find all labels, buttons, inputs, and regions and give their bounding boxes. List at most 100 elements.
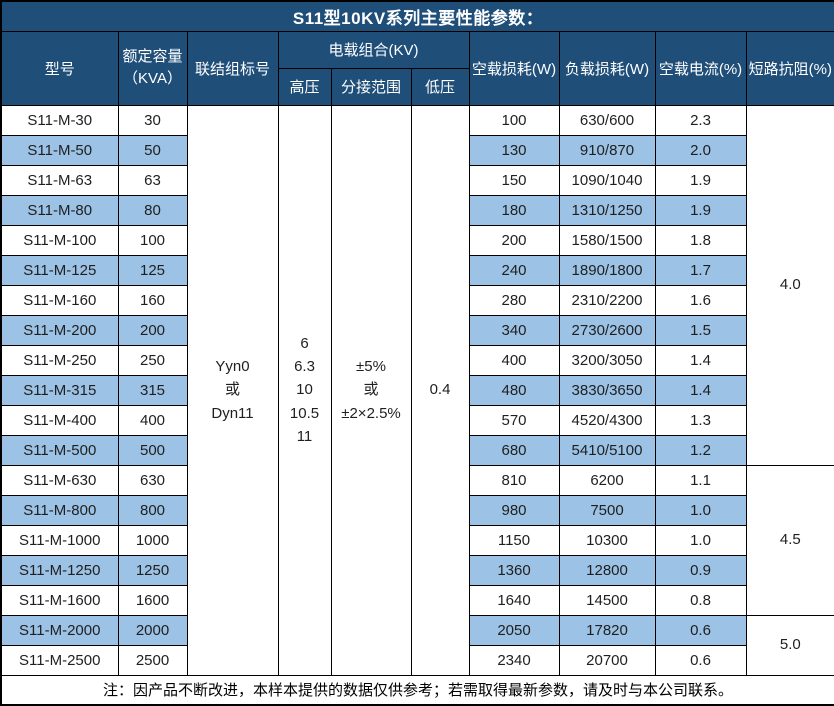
cell-no-load-loss: 1150 [468, 524, 560, 556]
cell-model: S11-M-1600 [0, 584, 119, 616]
cell-model: S11-M-250 [0, 344, 119, 376]
table-body: S11-M-30 30 Yyn0 或 Dyn11 6 6.3 10 10.5 11 ±5… [0, 104, 834, 676]
cell-no-load-current: 1.6 [654, 284, 747, 316]
cell-model: S11-M-400 [0, 404, 119, 436]
cell-no-load-current: 1.1 [654, 464, 747, 496]
cell-capacity: 400 [117, 404, 188, 436]
cell-no-load-current: 2.0 [654, 134, 747, 166]
header-row-2: 高压 分接范围 低压 [1, 67, 834, 106]
cell-load-loss: 5410/5100 [558, 434, 656, 466]
cell-no-load-current: 1.5 [654, 314, 747, 346]
cell-model: S11-M-1250 [0, 554, 119, 586]
cell-model: S11-M-800 [0, 494, 119, 526]
note-row: 注：因产品不断改进，本样本提供的数据仅供参考；若需取得最新参数，请及时与本公司联… [0, 674, 834, 706]
cell-capacity: 800 [117, 494, 188, 526]
cell-capacity: 630 [117, 464, 188, 496]
cell-model: S11-M-2000 [0, 614, 119, 646]
table-row: S11-M-30 30 Yyn0 或 Dyn11 6 6.3 10 10.5 11 ±5… [0, 104, 834, 676]
cell-load-loss: 910/870 [558, 134, 656, 166]
table-row: S11-M-800 800 980 7500 1.0 [0, 494, 834, 526]
col-header-connection: 联结组标号 [186, 30, 279, 106]
cell-model: S11-M-630 [0, 464, 119, 496]
cell-load-loss: 20700 [558, 644, 656, 676]
col-header-hv: 高压 [277, 67, 332, 106]
cell-model: S11-M-500 [0, 434, 119, 466]
cell-load-loss: 10300 [558, 524, 656, 556]
col-header-capacity: 额定容量 （KVA） [117, 30, 188, 106]
cell-load-loss: 17820 [558, 614, 656, 646]
cell-load-loss: 2310/2200 [558, 284, 656, 316]
cell-no-load-current: 0.9 [654, 554, 747, 586]
cell-no-load-current: 1.0 [654, 494, 747, 526]
cell-capacity: 30 [117, 104, 188, 136]
cell-load-loss: 630/600 [558, 104, 656, 136]
cell-no-load-loss: 810 [468, 464, 560, 496]
table-row: S11-M-500 500 680 5410/5100 1.2 [0, 434, 834, 466]
cell-model: S11-M-315 [0, 374, 119, 406]
cell-load-loss: 1580/1500 [558, 224, 656, 256]
cell-capacity: 250 [117, 344, 188, 376]
cell-capacity: 160 [117, 284, 188, 316]
impedance-cell: 5.0 [745, 614, 834, 676]
cell-load-loss: 14500 [558, 584, 656, 616]
table-row: S11-M-1600 1600 1640 14500 0.8 [0, 584, 834, 616]
cell-no-load-loss: 200 [468, 224, 560, 256]
table-row: S11-M-315 315 480 3830/3650 1.4 [0, 374, 834, 406]
cell-load-loss: 7500 [558, 494, 656, 526]
cell-no-load-loss: 1640 [468, 584, 560, 616]
col-header-impedance: 短路抗阻(%) [745, 30, 834, 106]
cell-model: S11-M-63 [0, 164, 119, 196]
table-row: S11-M-1250 1250 1360 12800 0.9 [0, 554, 834, 586]
table-row: S11-M-80 80 180 1310/1250 1.9 [0, 194, 834, 226]
table-row: S11-M-50 50 130 910/870 2.0 [0, 134, 834, 166]
cell-no-load-loss: 480 [468, 374, 560, 406]
cell-no-load-current: 0.8 [654, 584, 747, 616]
cell-no-load-loss: 340 [468, 314, 560, 346]
cell-no-load-current: 1.0 [654, 524, 747, 556]
lv-cell: 0.4 [410, 104, 470, 676]
cell-no-load-loss: 1360 [468, 554, 560, 586]
cell-load-loss: 3200/3050 [558, 344, 656, 376]
cell-load-loss: 3830/3650 [558, 374, 656, 406]
cell-capacity: 1000 [117, 524, 188, 556]
cell-capacity: 2000 [117, 614, 188, 646]
col-header-tap-range: 分接范围 [330, 67, 412, 106]
cell-capacity: 315 [117, 374, 188, 406]
cell-capacity: 2500 [117, 644, 188, 676]
cell-no-load-current: 1.9 [654, 194, 747, 226]
cell-model: S11-M-200 [0, 314, 119, 346]
table-row: S11-M-630 630 810 6200 1.1 4.5 [0, 464, 834, 616]
cell-model: S11-M-30 [0, 104, 119, 136]
cell-capacity: 1600 [117, 584, 188, 616]
cell-no-load-loss: 130 [468, 134, 560, 166]
cell-model: S11-M-125 [0, 254, 119, 286]
table-row: S11-M-100 100 200 1580/1500 1.8 [0, 224, 834, 256]
cell-capacity: 200 [117, 314, 188, 346]
tap-range-cell: ±5% 或 ±2×2.5% [330, 104, 412, 676]
col-header-load-combo: 电载组合(KV) [277, 30, 470, 69]
cell-load-loss: 2730/2600 [558, 314, 656, 346]
cell-no-load-loss: 680 [468, 434, 560, 466]
cell-model: S11-M-80 [0, 194, 119, 226]
col-header-lv: 低压 [410, 67, 470, 106]
impedance-cell: 4.0 [745, 104, 834, 466]
col-header-no-load-loss: 空载损耗(W) [468, 30, 560, 106]
cell-no-load-loss: 2050 [468, 614, 560, 646]
cell-capacity: 1250 [117, 554, 188, 586]
cell-no-load-current: 1.3 [654, 404, 747, 436]
page-title: S11型10KV系列主要性能参数： [0, 0, 834, 32]
cell-load-loss: 4520/4300 [558, 404, 656, 436]
cell-no-load-current: 1.2 [654, 434, 747, 466]
cell-load-loss: 1310/1250 [558, 194, 656, 226]
cell-no-load-loss: 980 [468, 494, 560, 526]
cell-no-load-current: 1.9 [654, 164, 747, 196]
col-header-no-load-current: 空载电流(%) [654, 30, 747, 106]
table-row: S11-M-125 125 240 1890/1800 1.7 [0, 254, 834, 286]
cell-capacity: 125 [117, 254, 188, 286]
col-header-model: 型号 [0, 30, 119, 106]
cell-model: S11-M-1000 [0, 524, 119, 556]
title-row: S11型10KV系列主要性能参数： [0, 0, 834, 32]
cell-no-load-loss: 570 [468, 404, 560, 436]
cell-no-load-current: 1.8 [654, 224, 747, 256]
